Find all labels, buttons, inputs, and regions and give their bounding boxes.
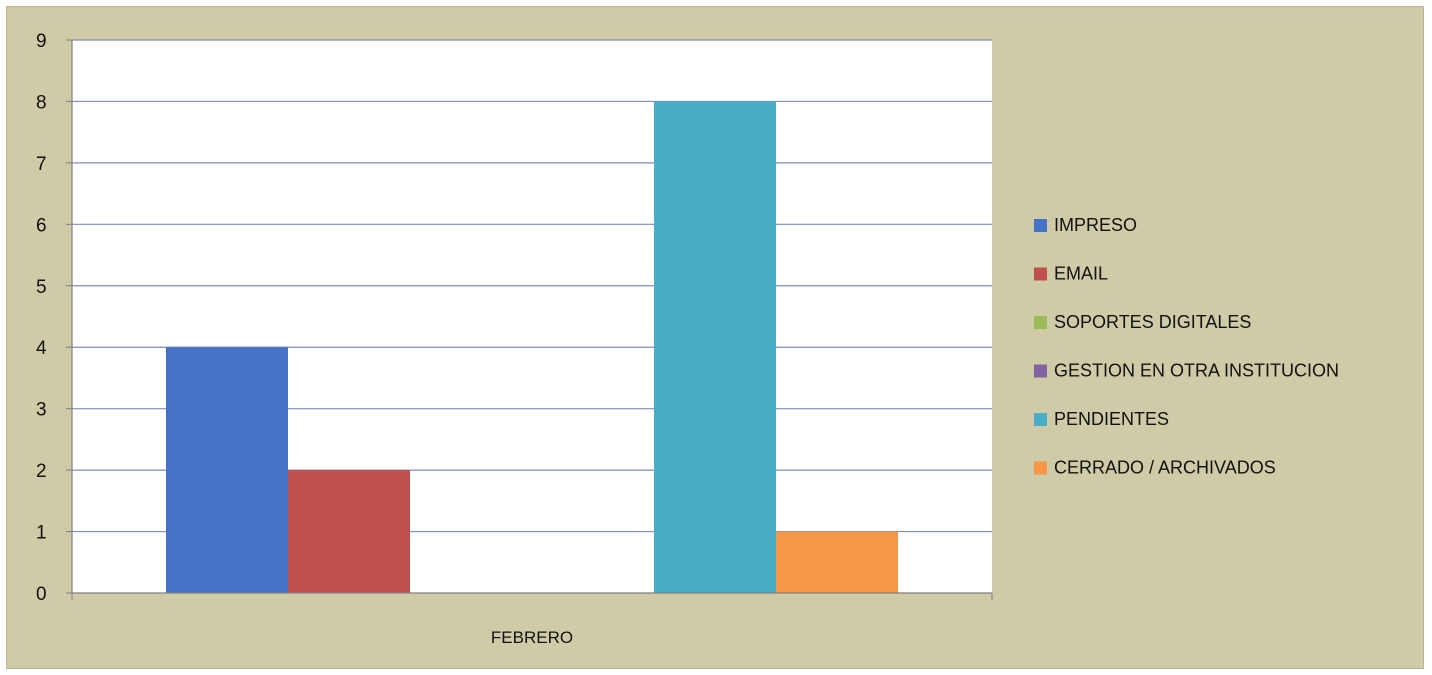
- legend-label: GESTION EN OTRA INSTITUCION: [1054, 361, 1339, 381]
- bar-email: [288, 470, 410, 593]
- legend-item: GESTION EN OTRA INSTITUCION: [1034, 361, 1339, 381]
- legend-item: EMAIL: [1034, 264, 1108, 284]
- y-tick-label: 6: [36, 215, 47, 236]
- legend-item: IMPRESO: [1034, 215, 1137, 235]
- legend-swatch: [1034, 461, 1047, 475]
- axes: 0 1 2 3 4 5 6 7 8 9 FEBRERO: [36, 31, 993, 647]
- legend-item: SOPORTES DIGITALES: [1034, 312, 1251, 332]
- y-tick-label: 1: [36, 523, 47, 544]
- legend-label: IMPRESO: [1054, 215, 1137, 235]
- legend-label: CERRADO / ARCHIVADOS: [1054, 458, 1276, 478]
- legend-label: PENDIENTES: [1054, 409, 1169, 429]
- legend: IMPRESO EMAIL SOPORTES DIGITALES GESTION EN…: [1034, 215, 1339, 478]
- x-category-label: FEBRERO: [491, 628, 573, 647]
- y-tick-label: 0: [36, 584, 47, 605]
- legend-swatch: [1034, 316, 1047, 329]
- y-tick-label: 3: [36, 400, 47, 421]
- bar-pendientes: [654, 101, 776, 593]
- bar-impreso: [166, 347, 288, 593]
- legend-swatch: [1034, 267, 1047, 281]
- y-tick-label: 2: [36, 461, 47, 482]
- legend-label: EMAIL: [1054, 264, 1108, 284]
- legend-item: PENDIENTES: [1034, 409, 1169, 429]
- y-tick-label: 7: [36, 154, 47, 175]
- legend-label: SOPORTES DIGITALES: [1054, 312, 1251, 332]
- y-tick-label: 5: [36, 277, 47, 298]
- y-tick-label: 4: [36, 338, 47, 359]
- bars: [166, 101, 898, 593]
- y-tick-label: 9: [36, 31, 47, 52]
- bar-cerrado-archivados: [776, 531, 898, 593]
- legend-swatch: [1034, 219, 1047, 232]
- legend-swatch: [1034, 413, 1047, 426]
- legend-swatch: [1034, 364, 1047, 378]
- y-tick-label: 8: [36, 92, 47, 113]
- legend-item: CERRADO / ARCHIVADOS: [1034, 458, 1276, 478]
